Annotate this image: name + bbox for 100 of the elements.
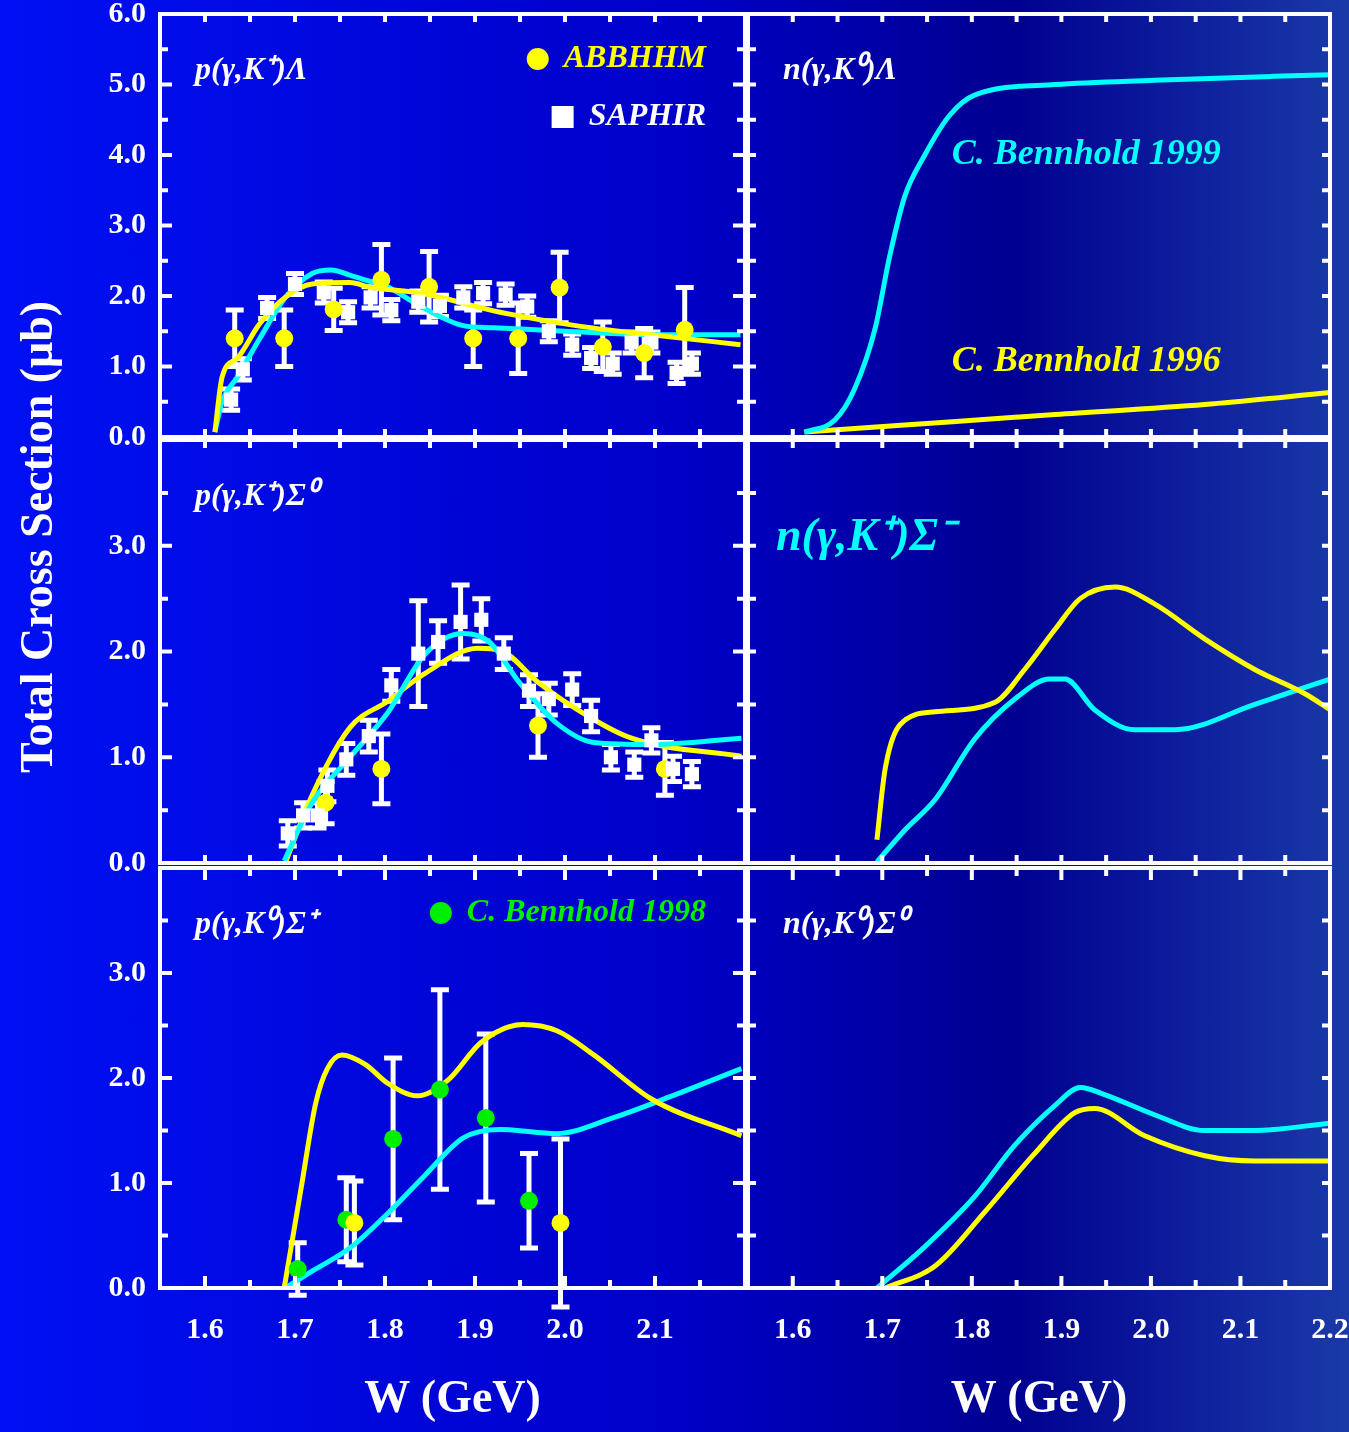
point [310, 808, 325, 823]
y-tick-label: 6.0 [108, 0, 146, 28]
point [644, 733, 659, 748]
point [345, 1213, 364, 1232]
y-tick-label: 4.0 [108, 135, 146, 169]
point [565, 682, 580, 697]
point [541, 324, 556, 339]
point [627, 757, 642, 772]
text: p(γ,K⁺)Σ⁰ [192, 476, 324, 512]
y-tick-label: 5.0 [108, 65, 146, 99]
point [665, 761, 681, 776]
point [287, 276, 303, 292]
y-tick-label: 3.0 [108, 953, 146, 987]
x-axis-title: W (GeV) [364, 1371, 541, 1423]
point [624, 335, 639, 350]
point [476, 286, 491, 301]
point [675, 320, 694, 339]
point [363, 290, 378, 305]
y-tick-label: 1.0 [108, 1163, 146, 1197]
x-tick-label: 2.0 [1132, 1310, 1170, 1344]
point [361, 729, 376, 744]
y-tick-label: 2.0 [108, 276, 146, 310]
legend-label: ABBHHM [561, 38, 708, 75]
point [498, 287, 513, 302]
point [551, 1213, 570, 1232]
x-tick-label: 1.9 [456, 1310, 494, 1344]
y-tick-label: 1.0 [108, 738, 146, 771]
point [550, 278, 569, 297]
point [476, 1108, 495, 1127]
y-tick-label: 0.0 [108, 1268, 146, 1302]
point [520, 299, 535, 314]
point [224, 392, 239, 407]
x-tick-label: 1.7 [863, 1310, 902, 1344]
y-tick-label: 3.0 [108, 526, 146, 560]
point [520, 1191, 538, 1210]
y-tick-label: 2.0 [108, 632, 146, 666]
y-tick-label: 2.0 [108, 1058, 146, 1092]
point [235, 362, 250, 377]
point [584, 708, 599, 724]
x-axis-title: W (GeV) [950, 1371, 1128, 1423]
point [260, 300, 275, 316]
point [316, 285, 331, 300]
series-label: C. Bennhold 1996 [951, 338, 1221, 379]
legend-label: SAPHIR [588, 96, 706, 133]
point [372, 759, 391, 778]
point [593, 337, 612, 356]
text: p(γ,K⁺)Λ [192, 50, 308, 86]
point [384, 678, 399, 693]
x-tick-label: 2.0 [546, 1310, 584, 1344]
point [635, 344, 654, 363]
point [509, 329, 528, 348]
point [432, 298, 447, 313]
point [320, 778, 335, 793]
x-tick-label: 2.1 [1221, 1310, 1260, 1344]
point [411, 646, 426, 661]
point [225, 329, 244, 348]
point [420, 277, 439, 296]
point [280, 826, 295, 841]
y-tick-label: 1.0 [108, 347, 146, 381]
point [341, 305, 356, 320]
point [430, 1080, 449, 1099]
x-tick-label: 2.2 [1311, 1310, 1349, 1344]
point [431, 634, 446, 650]
y-tick-label: 0.0 [108, 843, 146, 877]
point [411, 294, 426, 309]
x-tick-label: 1.6 [186, 1310, 224, 1344]
point [565, 337, 580, 352]
point [316, 793, 335, 812]
text: n(γ,K⁺)Σ⁻ [776, 509, 961, 560]
point [296, 808, 311, 823]
point [372, 270, 391, 289]
text: n(γ,K⁰)Λ [783, 50, 898, 86]
point [339, 752, 354, 767]
x-tick-label: 1.8 [953, 1310, 991, 1344]
x-tick-label: 1.6 [774, 1310, 812, 1344]
point [324, 300, 343, 319]
series-label: C. Bennhold 1999 [951, 132, 1221, 173]
point [521, 683, 537, 698]
point [684, 767, 699, 782]
point [669, 365, 684, 380]
text: n(γ,K⁰)Σ⁰ [783, 904, 914, 940]
x-tick-label: 1.9 [1042, 1310, 1081, 1344]
x-tick-label: 1.8 [366, 1310, 404, 1344]
point [603, 750, 618, 765]
legend-label: C. Bennhold 1998 [466, 892, 706, 929]
point [384, 1129, 403, 1148]
point [496, 646, 511, 661]
point [456, 290, 471, 305]
y-axis-title: Total Cross Section (μb) [10, 300, 63, 774]
point [474, 612, 489, 627]
point [529, 716, 547, 735]
point [288, 1260, 307, 1279]
y-tick-label: 0.0 [108, 417, 146, 451]
text: p(γ,K⁰)Σ⁺ [192, 904, 322, 940]
x-tick-label: 2.1 [636, 1310, 674, 1344]
x-tick-label: 1.7 [276, 1310, 314, 1344]
point [541, 692, 556, 707]
point [584, 350, 599, 366]
point [464, 329, 483, 348]
point [605, 356, 620, 371]
